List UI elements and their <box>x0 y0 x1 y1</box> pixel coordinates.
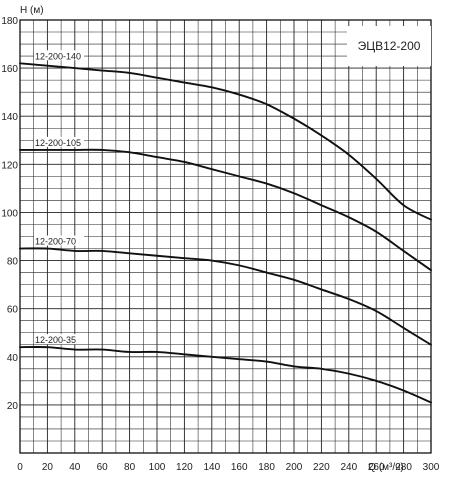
x-tick-label: 40 <box>69 462 81 473</box>
x-tick-label: 100 <box>149 462 166 473</box>
chart-title: ЭЦВ12-200 <box>358 39 421 53</box>
y-tick-label: 40 <box>7 353 19 364</box>
x-tick-label: 220 <box>313 462 330 473</box>
x-tick-label: 300 <box>423 462 440 473</box>
series-label-12-200-105: 12-200-105 <box>35 138 81 148</box>
x-tick-label: 280 <box>395 462 412 473</box>
series-label-bg <box>34 235 84 246</box>
series-line-12-200-35 <box>19 346 432 404</box>
series-label-bg <box>34 136 84 147</box>
x-tick-label: 140 <box>203 462 220 473</box>
y-axis-label: H (м) <box>20 5 44 16</box>
chart-title-box <box>347 26 431 66</box>
y-tick-label: 120 <box>1 160 18 171</box>
series-label-12-200-70: 12-200-70 <box>35 237 76 247</box>
series-labels: 12-200-140 12-200-105 12-200-70 12-200-35 <box>34 50 84 345</box>
series-label-bg <box>34 334 84 345</box>
x-tick-label: 260 <box>368 462 385 473</box>
x-tick-label: 160 <box>231 462 248 473</box>
x-tick-label: 120 <box>176 462 193 473</box>
plot-frame <box>19 19 432 454</box>
x-tick-label: 80 <box>124 462 136 473</box>
y-tick-label: 100 <box>1 208 18 219</box>
x-tick-label: 20 <box>42 462 54 473</box>
y-tick-label: 160 <box>1 64 18 75</box>
y-tick-label: 20 <box>7 401 19 412</box>
x-tick-label: 0 <box>17 462 23 473</box>
series-label-12-200-140: 12-200-140 <box>35 51 81 61</box>
y-tick-label: 60 <box>7 305 19 316</box>
series-label-bg <box>34 50 84 61</box>
x-tick-label: 60 <box>97 462 109 473</box>
x-tick-label: 180 <box>258 462 275 473</box>
series-line-12-200-140 <box>19 62 432 221</box>
x-tick-label: 240 <box>340 462 357 473</box>
series-group <box>19 62 432 404</box>
y-tick-label: 80 <box>7 257 19 268</box>
grid <box>19 19 432 454</box>
axes: 20 40 60 80 100 120 140 160 180 0 20 40 60 80 100 120 14… <box>1 16 439 473</box>
y-tick-label: 180 <box>1 16 18 27</box>
x-tick-label: 200 <box>286 462 303 473</box>
x-axis-label: Q (м³/ч) <box>368 462 403 473</box>
series-line-12-200-105 <box>19 148 432 272</box>
series-line-12-200-70 <box>19 247 432 346</box>
series-label-12-200-35: 12-200-35 <box>35 335 76 345</box>
y-tick-label: 140 <box>1 112 18 123</box>
